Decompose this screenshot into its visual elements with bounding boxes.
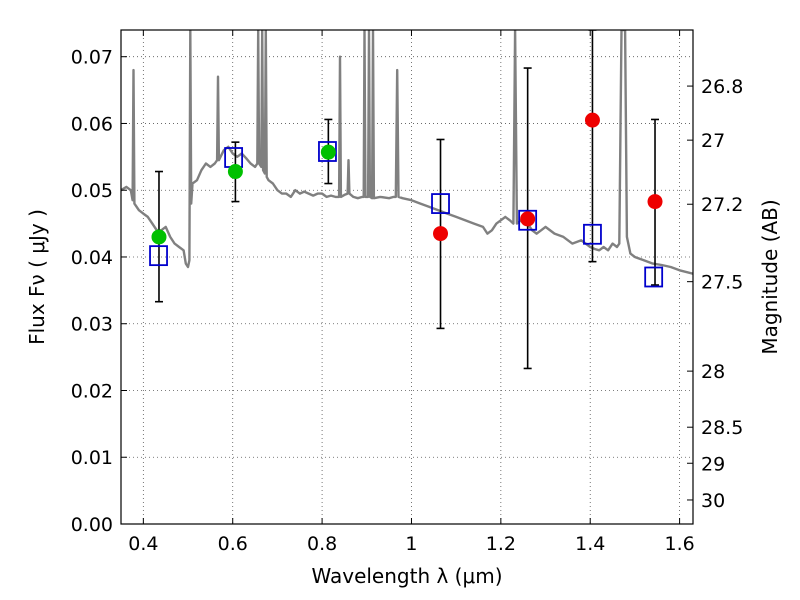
y-tick-label: 0.00 xyxy=(71,514,113,536)
right-tick-label: 27.2 xyxy=(701,194,743,216)
y-tick-label: 0.01 xyxy=(71,447,113,469)
observed-flux-point xyxy=(520,211,536,227)
plot-background xyxy=(121,30,693,524)
x-tick-label: 1.2 xyxy=(486,533,516,555)
observed-flux-point xyxy=(320,144,336,160)
y-tick-label: 0.02 xyxy=(71,380,113,402)
observed-flux-point xyxy=(151,229,167,245)
plot-frame xyxy=(120,29,694,525)
model-flux-square xyxy=(149,245,168,267)
x-tick-label: 1.6 xyxy=(664,533,694,555)
right-tick-label: 30 xyxy=(701,490,725,512)
right-tick-label: 28 xyxy=(701,361,725,383)
x-tick-label: 1 xyxy=(405,533,417,555)
y-axis-label: Flux Fν ( μJy ) xyxy=(25,209,49,345)
y-tick-label: 0.05 xyxy=(71,180,113,202)
model-spectrum-line xyxy=(121,30,693,275)
data-layer xyxy=(121,30,693,370)
observed-flux-point xyxy=(584,112,600,128)
x-tick-label: 1.4 xyxy=(575,533,605,555)
ticks: 0.4 0.6 0.8 1 1.2 1.4 1.6 0.00 0.01 0.02 0.03 0.04 0… xyxy=(71,30,743,555)
observed-flux-point xyxy=(433,226,449,242)
right-tick-label: 28.5 xyxy=(701,417,743,439)
right-tick-label: 29 xyxy=(701,453,725,475)
x-tick-label: 0.4 xyxy=(128,533,158,555)
x-tick-label: 0.8 xyxy=(307,533,337,555)
y-tick-label: 0.06 xyxy=(71,113,113,135)
right-tick-label: 27.5 xyxy=(701,272,743,294)
model-flux-square xyxy=(644,266,664,288)
model-flux-square xyxy=(518,209,538,231)
model-flux-square xyxy=(583,223,602,245)
right-axis-label: Magnitude (AB) xyxy=(758,199,782,354)
y-tick-label: 0.07 xyxy=(71,47,113,69)
x-axis-label: Wavelength λ (μm) xyxy=(311,564,502,588)
x-tick-label: 0.6 xyxy=(218,533,248,555)
observed-flux-point xyxy=(227,164,243,180)
right-tick-label: 27 xyxy=(701,130,725,152)
observed-flux-point xyxy=(647,194,663,210)
right-tick-label: 26.8 xyxy=(701,76,743,98)
model-flux-square xyxy=(318,141,337,162)
y-tick-label: 0.03 xyxy=(71,314,113,336)
y-tick-label: 0.04 xyxy=(71,247,113,269)
model-flux-square xyxy=(431,193,450,214)
